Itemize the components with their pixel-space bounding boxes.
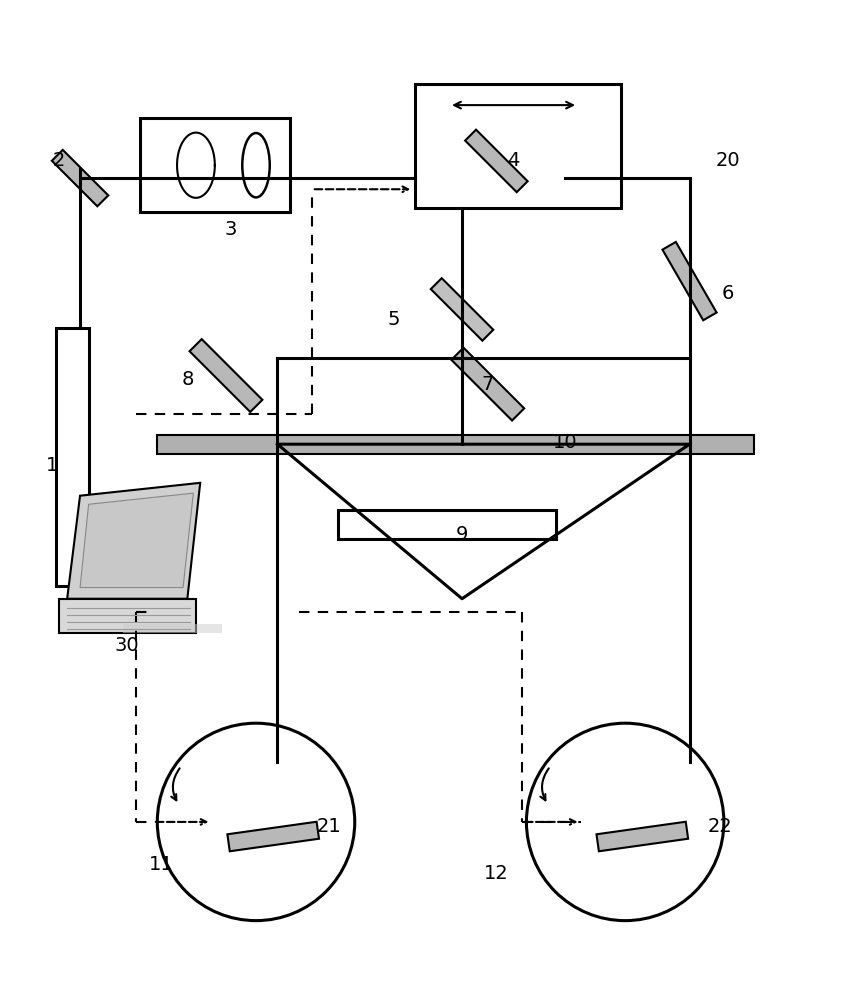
Polygon shape: [80, 493, 194, 588]
Bar: [140, 118, 290, 212]
Polygon shape: [227, 822, 319, 851]
Bar: [338, 510, 556, 539]
Ellipse shape: [242, 133, 270, 197]
Bar: [56, 328, 89, 586]
Polygon shape: [596, 822, 688, 851]
Text: 22: 22: [708, 817, 732, 836]
Polygon shape: [465, 130, 528, 192]
Text: 9: 9: [456, 525, 468, 544]
Text: 20: 20: [716, 151, 740, 170]
Polygon shape: [52, 150, 108, 206]
Text: 7: 7: [481, 375, 494, 394]
Bar: [415, 84, 621, 208]
Polygon shape: [67, 483, 200, 599]
Text: 11: 11: [149, 855, 174, 874]
Polygon shape: [59, 599, 196, 633]
Text: 1: 1: [46, 456, 58, 475]
Polygon shape: [189, 339, 263, 412]
Text: 4: 4: [507, 151, 520, 170]
Text: 12: 12: [484, 864, 509, 883]
Ellipse shape: [526, 723, 724, 921]
Text: 30: 30: [115, 636, 140, 655]
Text: 3: 3: [224, 220, 237, 239]
Polygon shape: [123, 624, 222, 633]
Text: 6: 6: [722, 284, 734, 303]
Text: 8: 8: [181, 370, 194, 389]
Polygon shape: [157, 435, 754, 454]
Text: 2: 2: [53, 151, 65, 170]
Text: 21: 21: [316, 817, 341, 836]
Polygon shape: [451, 348, 524, 421]
Ellipse shape: [157, 723, 355, 921]
Polygon shape: [431, 278, 493, 341]
Polygon shape: [663, 242, 716, 320]
Text: 5: 5: [387, 310, 400, 329]
Text: 10: 10: [553, 433, 577, 452]
